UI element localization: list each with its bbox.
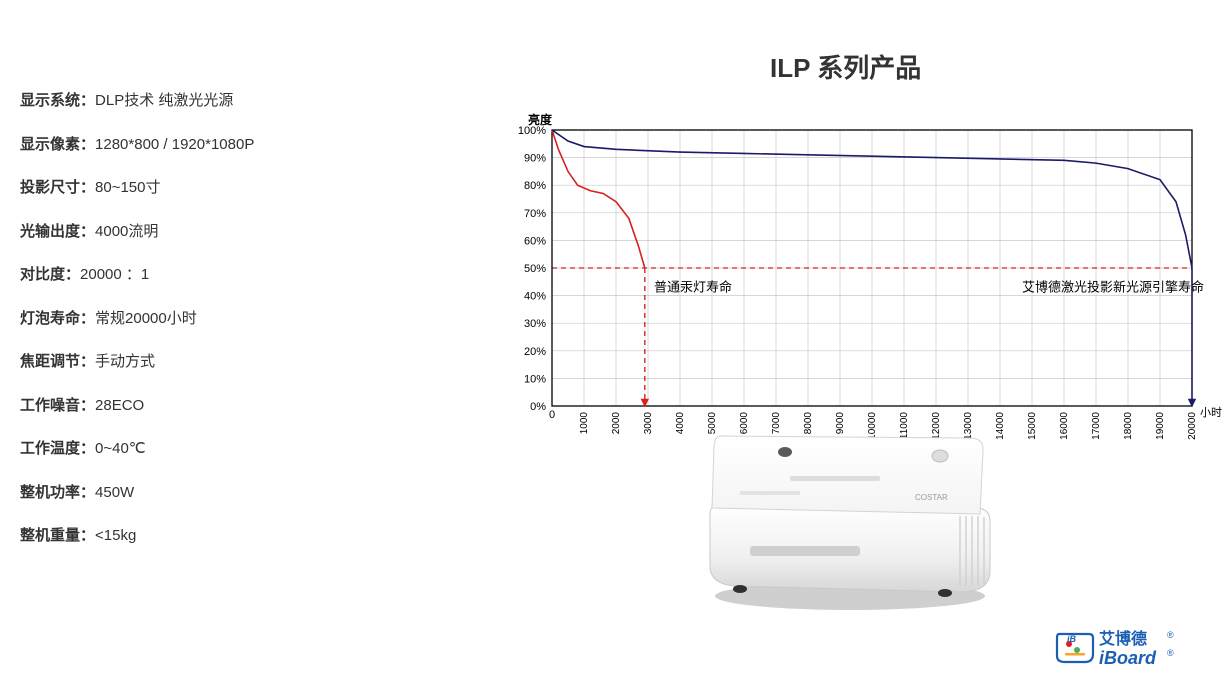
spec-label: 整机功率： [20,484,95,501]
spec-row: 工作噪音：28ECO [20,395,380,418]
spec-value: <15kg [95,527,136,544]
spec-value: 1280*800 / 1920*1080P [95,136,254,153]
spec-label: 工作噪音： [20,397,95,414]
spec-label: 灯泡寿命： [20,310,95,327]
svg-text:0: 0 [549,409,555,421]
spec-label: 投影尺寸： [20,179,95,196]
spec-row: 光输出度：4000流明 [20,221,380,244]
logo-icon: iB [1057,634,1093,662]
brightness-chart: 亮度0%10%20%30%40%50%60%70%80%90%100%01000… [502,112,1222,442]
spec-label: 光输出度： [20,223,95,240]
spec-label: 工作温度： [20,440,95,457]
svg-text:COSTAR: COSTAR [915,493,948,502]
spec-label: 整机重量： [20,527,95,544]
svg-text:100%: 100% [518,125,546,137]
spec-value: 0~40℃ [95,440,146,457]
svg-text:0%: 0% [530,401,546,413]
svg-text:小时: 小时 [1200,406,1222,419]
svg-text:50%: 50% [524,263,546,275]
spec-value: 80~150寸 [95,179,160,196]
spec-label: 焦距调节： [20,353,95,370]
logo-reg1: ® [1167,630,1174,640]
svg-text:iB: iB [1067,634,1077,644]
spec-row: 灯泡寿命：常规20000小时 [20,308,380,331]
spec-value: DLP技术 纯激光光源 [95,92,233,109]
svg-text:80%: 80% [524,180,546,192]
spec-row: 工作温度：0~40℃ [20,438,380,461]
spec-value: 28ECO [95,397,144,414]
svg-text:60%: 60% [524,235,546,247]
logo-cn: 艾博德 [1099,629,1147,648]
svg-text:1000: 1000 [579,412,590,435]
svg-text:20000: 20000 [1187,412,1198,440]
spec-label: 显示像素： [20,136,95,153]
brand-logo: iB 艾博德 ® iBoard ® [1055,626,1205,670]
spec-value: 450W [95,484,134,501]
svg-text:30%: 30% [524,318,546,330]
svg-text:普通汞灯寿命: 普通汞灯寿命 [654,280,732,295]
spec-row: 整机功率：450W [20,482,380,505]
svg-text:10%: 10% [524,373,546,385]
svg-text:19000: 19000 [1155,412,1166,440]
svg-text:4000: 4000 [675,412,686,435]
projector-image: COSTAR [690,396,1010,616]
spec-label: 对比度： [20,266,80,283]
logo-en: iBoard [1099,648,1157,668]
spec-value: 手动方式 [95,353,155,370]
logo-reg2: ® [1167,648,1174,658]
svg-text:18000: 18000 [1123,412,1134,440]
svg-text:20%: 20% [524,346,546,358]
spec-row: 显示系统：DLP技术 纯激光光源 [20,90,380,113]
spec-row: 焦距调节：手动方式 [20,351,380,374]
svg-text:艾博德激光投影新光源引擎寿命: 艾博德激光投影新光源引擎寿命 [1022,280,1204,295]
svg-text:3000: 3000 [643,412,654,435]
spec-value: 20000 ：1 [80,266,149,283]
svg-text:2000: 2000 [611,412,622,435]
spec-row: 投影尺寸：80~150寸 [20,177,380,200]
spec-value: 4000流明 [95,223,158,240]
spec-value: 常规20000小时 [95,310,197,327]
svg-text:40%: 40% [524,291,546,303]
spec-row: 对比度：20000 ：1 [20,264,380,287]
svg-text:17000: 17000 [1091,412,1102,440]
svg-text:90%: 90% [524,153,546,165]
svg-text:15000: 15000 [1027,412,1038,440]
svg-text:16000: 16000 [1059,412,1070,440]
spec-row: 整机重量：<15kg [20,525,380,548]
svg-text:70%: 70% [524,208,546,220]
page-title: ILP 系列产品 [770,48,921,85]
spec-list: 显示系统：DLP技术 纯激光光源 显示像素：1280*800 / 1920*10… [20,90,380,569]
chart-svg: 亮度0%10%20%30%40%50%60%70%80%90%100%01000… [502,112,1222,442]
spec-row: 显示像素：1280*800 / 1920*1080P [20,134,380,157]
spec-label: 显示系统： [20,92,95,109]
